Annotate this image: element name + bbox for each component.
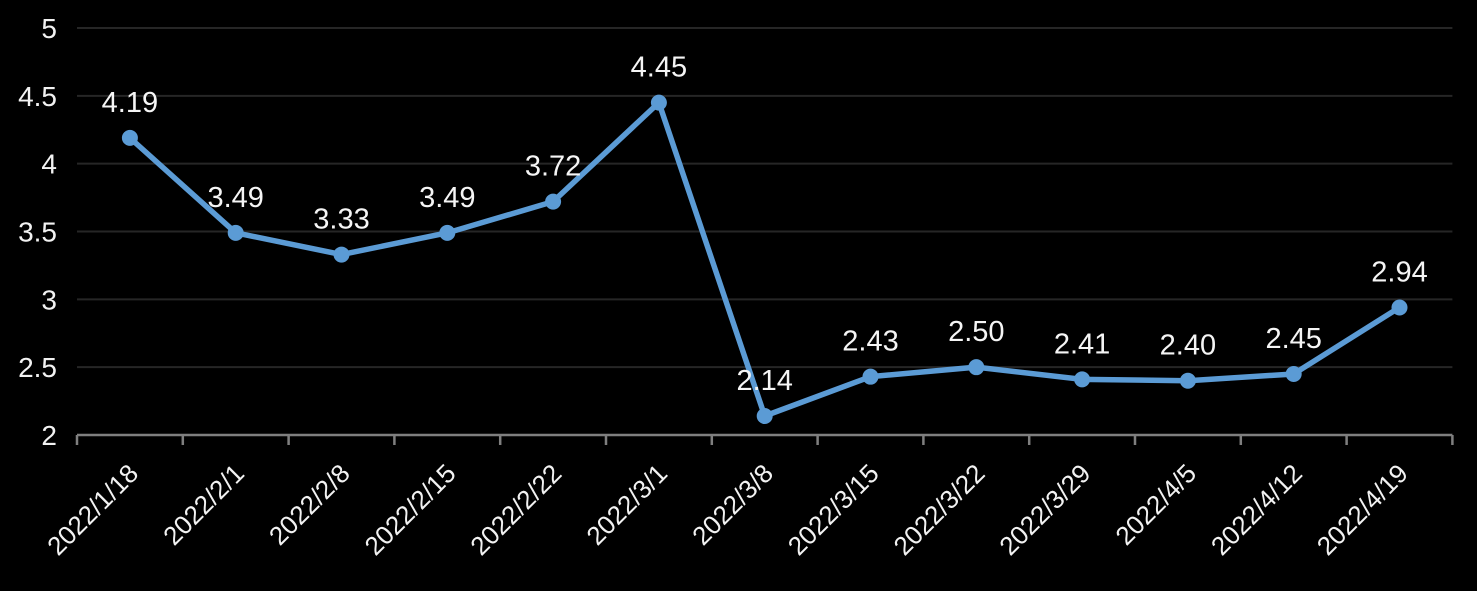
- data-point-label: 2.40: [1160, 330, 1216, 362]
- x-axis-tick-label: 2022/1/18: [41, 458, 144, 561]
- x-axis-tick-label: 2022/2/22: [464, 458, 567, 561]
- x-axis-tick-label: 2022/3/22: [888, 458, 991, 561]
- gridlines-group: [77, 27, 1453, 369]
- series-group: [121, 94, 1408, 425]
- y-axis-tick-label: 2.5: [18, 352, 57, 383]
- data-point-label: 2.14: [736, 365, 792, 397]
- data-labels-group: 4.19 3.49 3.33 3.49 3.72 4.45 2.14 2.43 2.50 2.41…: [102, 52, 1428, 397]
- y-axis-tick-label: 4: [41, 149, 57, 180]
- x-axis-tick-label: 2022/3/29: [993, 458, 1096, 561]
- x-axis-group: [75, 433, 1454, 445]
- x-axis-tick-label: 2022/4/12: [1205, 458, 1308, 561]
- data-point-label: 4.19: [102, 87, 158, 119]
- y-axis-tick-label: 4.5: [18, 81, 57, 112]
- data-point-label: 3.49: [419, 182, 475, 214]
- data-point-marker: [227, 224, 244, 241]
- data-point-label: 3.49: [207, 182, 263, 214]
- x-axis-tick-label: 2022/3/15: [782, 458, 885, 561]
- x-axis-tick-label: 2022/2/8: [263, 458, 356, 551]
- data-point-marker: [121, 129, 138, 146]
- x-axis-tick-label: 2022/4/5: [1109, 458, 1202, 551]
- data-point-label: 2.50: [948, 316, 1004, 348]
- y-axis-tick-label: 3.5: [18, 217, 57, 248]
- data-point-label: 2.41: [1054, 328, 1110, 360]
- data-point-label: 2.43: [842, 326, 898, 358]
- data-point-label: 2.45: [1265, 323, 1321, 355]
- data-point-label: 3.33: [313, 204, 369, 236]
- x-axis-tick-label: 2022/2/1: [157, 458, 250, 551]
- y-axis-tick-label: 5: [41, 13, 57, 44]
- data-point-marker: [545, 193, 562, 210]
- data-point-marker: [1285, 365, 1302, 382]
- data-point-marker: [439, 224, 456, 241]
- y-axis-tick-label: 3: [41, 284, 57, 315]
- data-point-marker: [333, 246, 350, 263]
- data-point-marker: [968, 359, 985, 376]
- data-point-marker: [1074, 371, 1091, 388]
- data-point-marker: [650, 94, 667, 111]
- data-point-label: 3.72: [525, 151, 581, 183]
- data-point-marker: [756, 408, 773, 425]
- y-tick-labels-group: 2 2.5 3 3.5 4 4.5 5: [18, 13, 57, 451]
- x-axis-tick-label: 2022/4/19: [1311, 458, 1414, 561]
- data-point-marker: [1179, 372, 1196, 389]
- y-axis-tick-label: 2: [41, 420, 57, 451]
- data-point-label: 2.94: [1371, 256, 1427, 288]
- x-axis-tick-label: 2022/3/8: [686, 458, 779, 551]
- data-point-marker: [1391, 299, 1408, 316]
- x-tick-labels-group: 2022/1/18 2022/2/1 2022/2/8 2022/2/15 2022/2…: [41, 458, 1414, 561]
- data-point-marker: [862, 368, 879, 385]
- data-point-label: 4.45: [631, 52, 687, 84]
- x-axis-tick-label: 2022/2/15: [359, 458, 462, 561]
- x-axis-tick-label: 2022/3/1: [580, 458, 673, 551]
